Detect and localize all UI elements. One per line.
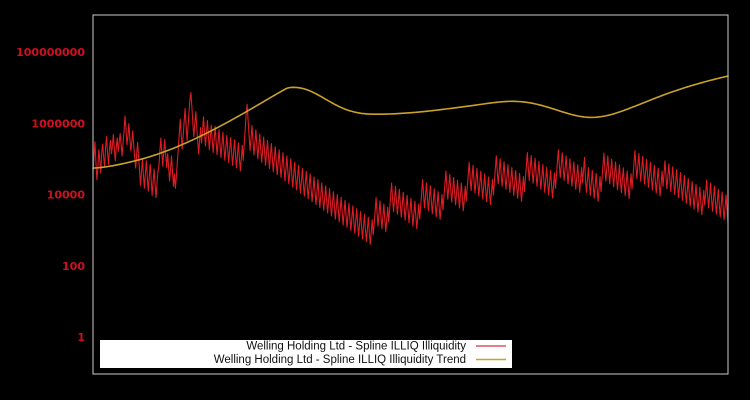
legend-background [100, 340, 512, 368]
y-tick-label: 100000000 [16, 46, 85, 59]
y-tick-label: 10000 [47, 189, 86, 202]
y-tick-label: 1 [77, 331, 85, 344]
data-series-group [92, 75, 729, 245]
y-tick-label: 1000000 [31, 117, 85, 130]
plot-area-background [93, 15, 728, 374]
series-line-illiquidity-trend [92, 75, 729, 169]
y-axis-tick-labels: 100000000 1000000 10000 100 1 [16, 46, 85, 344]
series-line-illiquidity [92, 92, 729, 245]
legend-label-illiquidity-trend: Welling Holding Ltd - Spline ILLIQ Illiq… [214, 354, 466, 366]
chart-legend[interactable]: Welling Holding Ltd - Spline ILLIQ Illiq… [100, 340, 512, 368]
y-tick-label: 100 [62, 260, 85, 273]
plot-area-border [92, 14, 729, 375]
legend-label-illiquidity: Welling Holding Ltd - Spline ILLIQ Illiq… [246, 341, 466, 353]
